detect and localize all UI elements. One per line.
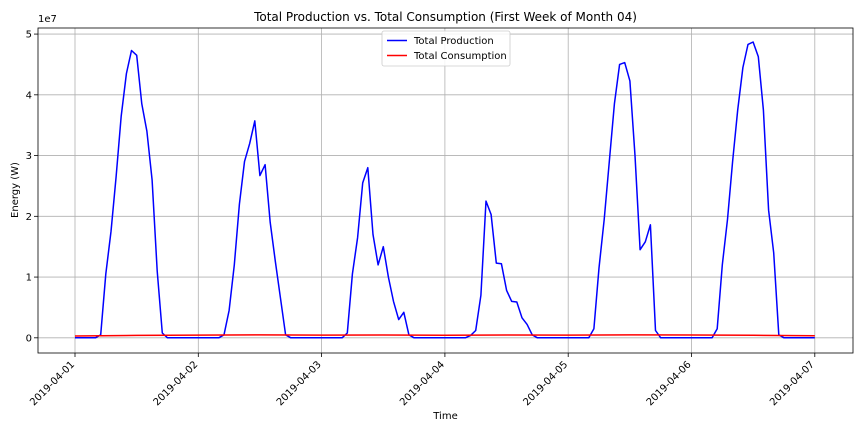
series-line-total-consumption (74, 334, 815, 337)
y-tick-label: 1 (26, 273, 32, 284)
y-axis-label: Energy (W) (10, 162, 21, 218)
x-axis-label: Time (432, 411, 457, 422)
y-offset-label: 1e7 (38, 14, 57, 25)
y-tick-label: 0 (26, 333, 32, 344)
series-line-total-production (75, 41, 815, 339)
y-tick-label: 4 (26, 90, 32, 101)
series-layer (74, 41, 815, 339)
y-tick-label: 3 (26, 151, 32, 162)
legend: Total Production Total Consumption (381, 30, 511, 67)
plot-frame (37, 27, 854, 354)
legend-label: Total Consumption (413, 51, 507, 62)
y-tick-label: 2 (26, 212, 32, 223)
y-tick-label: 5 (26, 30, 32, 41)
chart-title: Total Production vs. Total Consumption (… (253, 10, 637, 24)
legend-label: Total Production (413, 36, 494, 47)
legend-box (381, 30, 511, 67)
